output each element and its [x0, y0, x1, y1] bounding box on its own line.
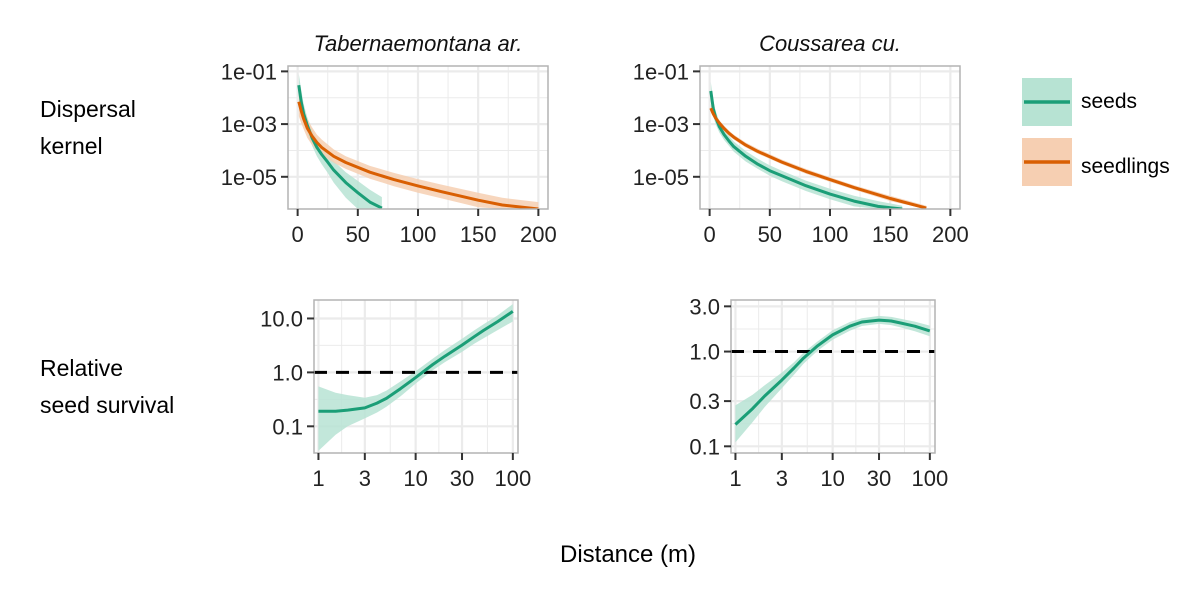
legend-label-seeds: seeds	[1081, 90, 1137, 113]
panels: 0 50 100 150 2001e-011e-031e-05Tabernaemonta…	[221, 31, 969, 491]
row-label-line: seed survival	[40, 392, 174, 418]
x-axis-label: Distance (m)	[560, 541, 696, 568]
x-tick-label: 100	[494, 466, 531, 491]
data-layer	[709, 81, 927, 209]
y-axis: 1e-01 1e-03 1e-05	[221, 59, 288, 190]
y-axis: 0.1 0.3 1.0 3.0	[689, 294, 731, 459]
y-tick-label: 1e-05	[221, 165, 277, 190]
y-tick-label: 0.3	[689, 389, 720, 414]
x-tick-label: 30	[450, 466, 474, 491]
x-tick-label: 150	[872, 222, 909, 247]
y-tick-label: 1e-01	[221, 59, 277, 84]
y-tick-label: 0.1	[689, 434, 720, 459]
row-label-line: Relative	[40, 355, 123, 381]
row-label-line: Dispersal	[40, 96, 136, 122]
data-layer	[297, 73, 539, 209]
series-line-seedlings	[297, 101, 539, 209]
x-tick-label: 0	[704, 222, 716, 247]
x-tick-label: 200	[932, 222, 969, 247]
data-layer	[731, 315, 935, 443]
x-tick-label: 30	[867, 466, 891, 491]
x-tick-label: 50	[346, 222, 370, 247]
legend: seeds seedlings	[1022, 78, 1170, 186]
y-tick-label: 1.0	[689, 340, 720, 365]
panel-survival-coussarea: 1 3 10 30 100 0.1 0.3 1.0 3.0	[689, 294, 948, 491]
row-label-dispersal-kernel: Dispersal kernel	[40, 96, 136, 159]
x-tick-label: 10	[403, 466, 427, 491]
x-tick-label: 3	[776, 466, 788, 491]
y-tick-label: 10.0	[260, 306, 303, 331]
y-tick-label: 0.1	[272, 414, 303, 439]
x-tick-label: 150	[460, 222, 497, 247]
x-tick-label: 100	[911, 466, 948, 491]
y-tick-label: 1.0	[272, 360, 303, 385]
panel-title: Tabernaemontana ar.	[314, 31, 523, 56]
panel-kernel-coussarea: 0 50 100 150 200 1e-01 1e-03 1e-05 Coussarea cu.	[633, 31, 969, 247]
panel-title: Coussarea cu.	[759, 31, 901, 56]
y-tick-label: 1e-03	[633, 112, 689, 137]
confidence-band-seeds	[735, 315, 930, 443]
x-tick-label: 0	[292, 222, 304, 247]
x-tick-label: 50	[758, 222, 782, 247]
y-tick-label: 3.0	[689, 294, 720, 319]
x-axis: 1 3 10 30 100	[729, 453, 948, 491]
x-axis: 0 50 100 150 200	[704, 209, 969, 247]
x-axis: 1 3 10 30 100	[312, 453, 531, 491]
panel-survival-tabernaemontana: 1 3 10 30 100 0.1 1.0 10.0	[260, 299, 531, 491]
grid	[700, 66, 960, 209]
row-label-line: kernel	[40, 133, 103, 159]
y-axis: 0.1 1.0 10.0	[260, 306, 314, 439]
data-layer	[314, 304, 518, 451]
y-tick-label: 1e-03	[221, 112, 277, 137]
x-tick-label: 1	[729, 466, 741, 491]
row-label-relative-seed-survival: Relative seed survival	[40, 355, 174, 418]
x-tick-label: 100	[400, 222, 437, 247]
x-tick-label: 3	[359, 466, 371, 491]
x-tick-label: 10	[820, 466, 844, 491]
panel-kernel-tabernaemontana: 0 50 100 150 200 1e-01 1e-03 1e-05 Tabernaemonta…	[221, 31, 557, 247]
confidence-band-seeds	[710, 81, 903, 209]
x-tick-label: 1	[312, 466, 324, 491]
y-tick-label: 1e-01	[633, 59, 689, 84]
x-tick-label: 100	[812, 222, 849, 247]
grid	[288, 66, 548, 209]
legend-label-seedlings: seedlings	[1081, 155, 1170, 178]
y-axis: 1e-01 1e-03 1e-05	[633, 59, 700, 190]
y-tick-label: 1e-05	[633, 165, 689, 190]
x-axis: 0 50 100 150 200	[292, 209, 557, 247]
x-tick-label: 200	[520, 222, 557, 247]
